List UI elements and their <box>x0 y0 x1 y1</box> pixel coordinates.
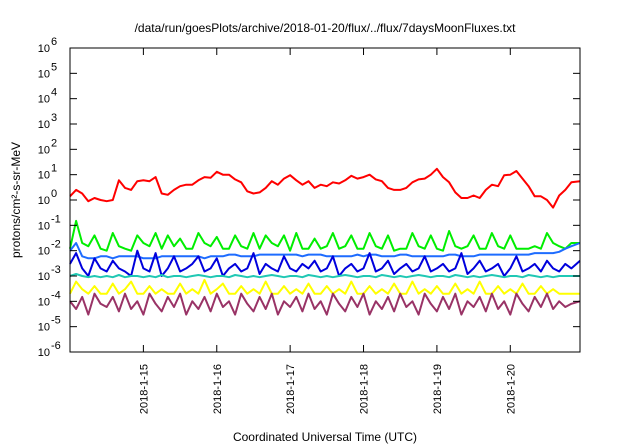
y-tick-label: 10 <box>38 271 50 283</box>
y-tick-label: 10 <box>38 144 50 156</box>
x-tick-label: 2018-1-17 <box>285 364 297 414</box>
y-tick-exponent: -3 <box>51 264 61 276</box>
y-tick-exponent: -5 <box>51 315 61 327</box>
y-tick-label: 10 <box>38 43 50 55</box>
y-tick-exponent: 0 <box>51 188 57 200</box>
series-line-1 <box>69 167 581 209</box>
x-tick-label: 2018-1-16 <box>212 364 224 414</box>
series-line-4 <box>69 249 581 277</box>
y-tick-exponent: 1 <box>51 163 57 175</box>
x-tick-label: 2018-1-19 <box>432 364 444 414</box>
y-axis-label: protons/cm²-s-sr-MeV <box>9 142 23 258</box>
y-tick-label: 10 <box>38 94 50 106</box>
y-tick-exponent: 2 <box>51 137 57 149</box>
y-tick-label: 10 <box>38 347 50 359</box>
y-tick-label: 10 <box>38 119 50 131</box>
x-tick-label: 2018-1-15 <box>138 364 150 414</box>
y-tick-exponent: 6 <box>51 36 57 48</box>
chart-title: /data/run/goesPlots/archive/2018-01-20/f… <box>135 21 517 35</box>
y-tick-exponent: -1 <box>51 213 61 225</box>
series-layer <box>69 167 581 316</box>
series-line-6 <box>69 278 580 295</box>
y-tick-label: 10 <box>38 322 50 334</box>
y-tick-exponent: 5 <box>51 61 57 73</box>
series-line-7 <box>69 292 581 316</box>
y-tick-exponent: -4 <box>51 289 61 301</box>
series-line-5 <box>69 273 580 279</box>
x-tick-label: 2018-1-20 <box>505 364 517 414</box>
y-tick-exponent: -2 <box>51 239 61 251</box>
y-tick-exponent: 4 <box>51 87 57 99</box>
series-line-2 <box>69 219 580 252</box>
y-tick-exponent: -6 <box>51 340 61 352</box>
y-tick-label: 10 <box>38 195 50 207</box>
y-tick-label: 10 <box>38 296 50 308</box>
y-tick-label: 10 <box>38 170 50 182</box>
x-axis-label: Coordinated Universal Time (UTC) <box>233 430 417 444</box>
y-tick-label: 10 <box>38 246 50 258</box>
y-tick-exponent: 3 <box>51 112 57 124</box>
y-tick-label: 10 <box>38 68 50 80</box>
y-tick-label: 10 <box>38 220 50 232</box>
x-axis: 2018-1-15 2018-1-16 2018-1-17 2018-1-18 2018… <box>138 48 517 414</box>
x-tick-label: 2018-1-18 <box>359 364 371 414</box>
y-axis: 10-610-510-410-310-210-11001011021031041… <box>38 36 580 359</box>
